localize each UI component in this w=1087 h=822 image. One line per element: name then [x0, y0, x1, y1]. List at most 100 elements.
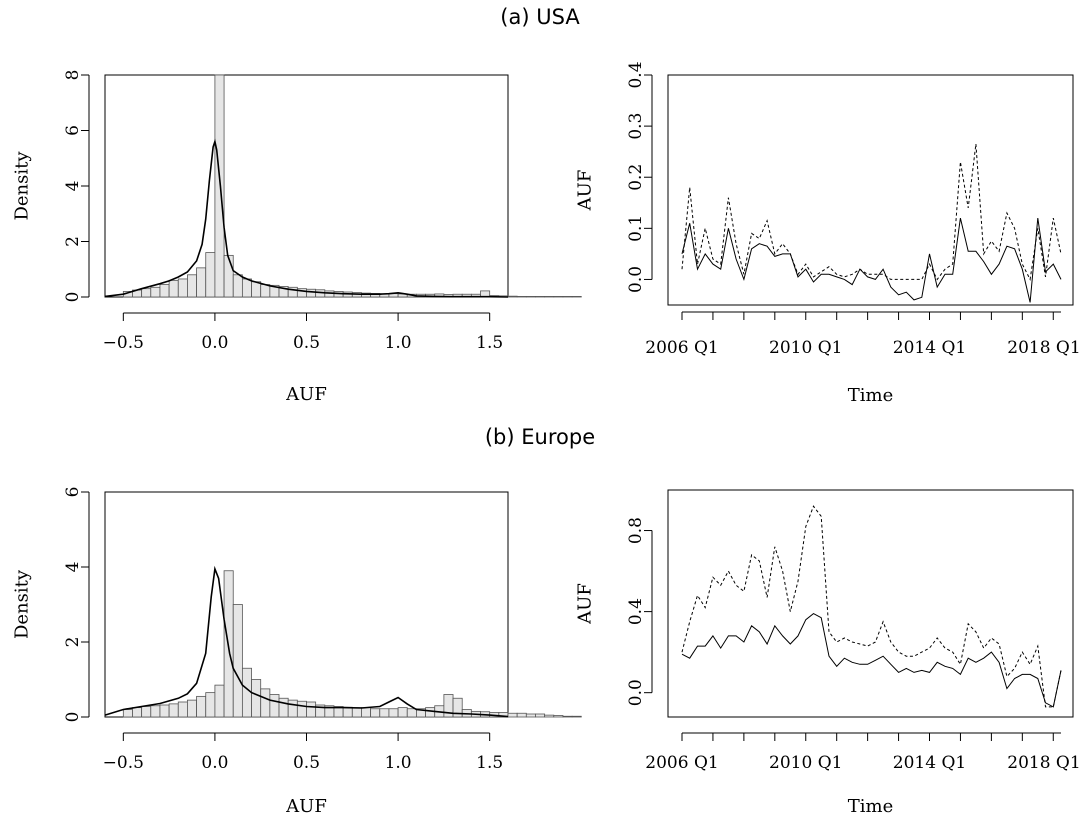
line-1-plot-frame [667, 74, 1074, 306]
hist-0-x-tick-label: 0.0 [201, 333, 228, 353]
hist-2-y-tick-label: 6 [63, 487, 83, 498]
line-3-x-tick-label: 2006 Q1 [645, 753, 718, 773]
line-1-series-solid [681, 217, 1062, 303]
hist-2-bar [535, 713, 546, 718]
hist-0-bar [177, 278, 188, 298]
hist-2-bar [150, 705, 161, 718]
hist-2-bar [388, 708, 399, 718]
line-3-series-dashed [681, 505, 1062, 708]
hist-2-bar [406, 708, 417, 718]
hist-0-plot-frame [104, 74, 509, 298]
line-3-y-tick-label: 0.8 [626, 517, 646, 544]
line-1-y-tick-label: 0.4 [626, 61, 646, 88]
hist-0-y-tick-label: 8 [63, 70, 83, 81]
line-1-y-axis-title: AUF [575, 170, 596, 212]
line-1-y-tick-label: 0.1 [626, 215, 646, 242]
hist-2-bar [269, 694, 280, 718]
hist-2-bar [159, 704, 170, 718]
line-3-y-tick-label: 0.4 [626, 598, 646, 625]
hist-2-bar [516, 712, 527, 718]
hist-2-bar [278, 697, 289, 718]
hist-2-bar [196, 695, 207, 718]
hist-0-y-tick-label: 6 [63, 125, 83, 136]
hist-0-x-tick-label: 1.0 [385, 333, 412, 353]
panel-a-title: (a) USA [500, 5, 580, 29]
hist-0-x-tick-label: 0.5 [293, 333, 320, 353]
line-1-y-tick-label: 0.0 [626, 266, 646, 293]
hist-2-bar [122, 709, 133, 718]
line-3-series-solid [681, 613, 1062, 708]
hist-2-bar [397, 707, 408, 718]
line-1-series-dashed [681, 143, 1062, 282]
hist-2-bar [132, 707, 143, 718]
panel-b-region: Europe [521, 425, 595, 449]
hist-0-bar [562, 296, 573, 298]
hist-2-y-tick-label: 2 [63, 637, 83, 648]
hist-2-bar [287, 699, 298, 718]
hist-0-bar [159, 284, 170, 298]
hist-0-bar [525, 296, 536, 298]
line-3-y-tick-label: 0.0 [626, 679, 646, 706]
hist-0-y-tick-label: 2 [63, 236, 83, 247]
line-1-y-tick-label: 0.3 [626, 113, 646, 140]
line-1-x-tick-label: 2010 Q1 [769, 338, 842, 358]
hist-2-bar [507, 712, 518, 718]
hist-0-x-tick-label: −0.5 [103, 333, 144, 353]
line-1-x-tick-label: 2006 Q1 [645, 338, 718, 358]
hist-0-bar [168, 279, 179, 298]
line-1-x-axis-title: Time [848, 385, 893, 406]
hist-0-bar [535, 296, 546, 298]
hist-2-bar [251, 679, 262, 718]
hist-0-y-tick-label: 0 [63, 292, 83, 303]
hist-2-y-tick-label: 4 [63, 562, 83, 573]
hist-2-bar [187, 699, 197, 718]
hist-0-x-axis-title: AUF [285, 384, 327, 405]
hist-2-bar [306, 701, 317, 718]
hist-0-bar [507, 295, 518, 298]
hist-2-bar [168, 703, 179, 718]
hist-2-x-axis-title: AUF [285, 796, 327, 817]
hist-0-bar [306, 288, 317, 298]
hist-2-bar [241, 667, 252, 718]
hist-2-y-axis-title: Density [12, 569, 33, 639]
hist-2-bar [361, 707, 372, 718]
line-1-y-tick-label: 0.2 [626, 164, 646, 191]
hist-2-bar [351, 707, 362, 718]
line-3-x-tick-label: 2014 Q1 [893, 753, 966, 773]
panel-a-region: USA [536, 5, 580, 29]
hist-2-bar [342, 706, 353, 718]
hist-2-bar [232, 604, 243, 718]
hist-2-bar [544, 714, 555, 718]
hist-0-bar [553, 296, 564, 298]
hist-2-bar [525, 713, 536, 718]
hist-0-bar [187, 274, 197, 298]
hist-0-bar [141, 288, 152, 298]
hist-0-y-tick-label: 4 [63, 181, 83, 192]
hist-2-bar [571, 715, 582, 718]
hist-2-density-curve [104, 565, 509, 718]
panel-b-title: (b) Europe [485, 425, 595, 449]
hist-2-bar [177, 701, 188, 718]
hist-2-plot-frame [104, 491, 509, 718]
hist-0-bar [150, 286, 161, 298]
hist-2-bar [141, 706, 152, 718]
line-3-y-axis-title: AUF [575, 583, 596, 625]
hist-2-bar [296, 700, 307, 718]
hist-2-bar [425, 707, 436, 718]
hist-0-bar [260, 284, 271, 298]
hist-0-density-curve [104, 138, 509, 298]
line-3-plot-frame [667, 489, 1074, 718]
hist-0-bar [205, 252, 216, 298]
hist-0-y-axis-title: Density [12, 151, 33, 221]
hist-2-bar [214, 684, 225, 718]
hist-0-bar [516, 296, 527, 298]
hist-0-x-tick-label: 1.5 [476, 333, 503, 353]
hist-0-bar [196, 267, 207, 298]
line-3-x-tick-label: 2010 Q1 [769, 753, 842, 773]
hist-2-x-tick-label: 0.5 [293, 753, 320, 773]
line-3-x-axis-title: Time [848, 796, 893, 817]
hist-2-x-tick-label: −0.5 [103, 753, 144, 773]
hist-2-bar [260, 688, 271, 718]
hist-0-bar [214, 74, 225, 298]
